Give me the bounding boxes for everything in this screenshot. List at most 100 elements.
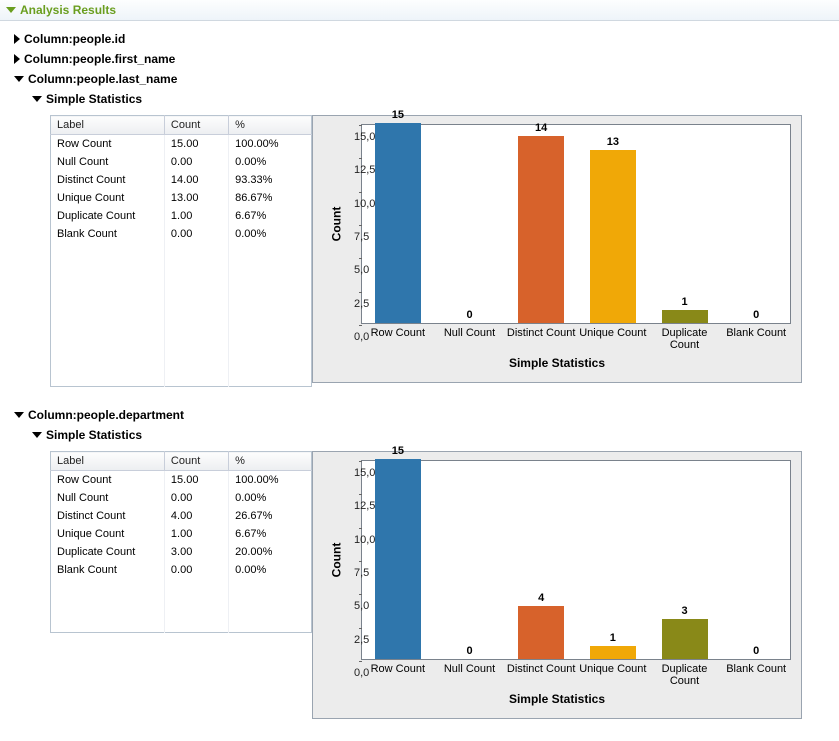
table-cell: 1.00: [164, 207, 228, 225]
table-header[interactable]: %: [229, 116, 312, 135]
stats-node[interactable]: Simple Statistics: [32, 89, 835, 109]
x-tick-label: Distinct Count: [502, 663, 580, 675]
stats-title: Simple Statistics: [46, 428, 142, 442]
table-cell: 15.00: [164, 471, 228, 489]
table-row: [51, 279, 312, 297]
table-row[interactable]: Unique Count1.006.67%: [51, 525, 312, 543]
chart-bar: [662, 310, 708, 323]
bar-value-label: 0: [753, 309, 759, 321]
table-cell: Unique Count: [51, 525, 165, 543]
y-tick-label: 15,0: [354, 131, 356, 143]
y-tick-label: 7,5: [354, 567, 356, 579]
table-cell: 86.67%: [229, 189, 312, 207]
bar-value-label: 15: [392, 445, 404, 457]
x-tick-label: Row Count: [359, 663, 437, 675]
table-row[interactable]: Row Count15.00100.00%: [51, 471, 312, 489]
stats-section: LabelCount%Row Count15.00100.00%Null Cou…: [50, 451, 835, 719]
table-cell: 0.00%: [229, 225, 312, 243]
table-cell: 0.00: [164, 489, 228, 507]
table-header[interactable]: %: [229, 452, 312, 471]
table-header[interactable]: Count: [164, 452, 228, 471]
stats-chart: 0,02,55,07,510,012,515,015Row Count0Null…: [312, 115, 802, 383]
chart-bar: [518, 606, 564, 659]
stats-table: LabelCount%Row Count15.00100.00%Null Cou…: [50, 451, 312, 633]
column-node[interactable]: Column:people.id: [14, 29, 835, 49]
y-axis-label: Count: [329, 543, 343, 578]
table-row[interactable]: Unique Count13.0086.67%: [51, 189, 312, 207]
table-row[interactable]: Duplicate Count3.0020.00%: [51, 543, 312, 561]
table-cell: 26.67%: [229, 507, 312, 525]
table-cell: 4.00: [164, 507, 228, 525]
table-row: [51, 615, 312, 633]
table-cell: 6.67%: [229, 207, 312, 225]
results-tree: Column:people.id Column:people.first_name…: [0, 21, 839, 741]
table-row[interactable]: Duplicate Count1.006.67%: [51, 207, 312, 225]
y-tick-label: 12,5: [354, 500, 356, 512]
table-header[interactable]: Label: [51, 116, 165, 135]
table-cell: 0.00: [164, 561, 228, 579]
analysis-results-header[interactable]: Analysis Results: [0, 0, 839, 21]
x-tick-label: Null Count: [431, 663, 509, 675]
table-row[interactable]: Row Count15.00100.00%: [51, 135, 312, 153]
column-label: Column:people.first_name: [24, 52, 175, 66]
table-row[interactable]: Distinct Count4.0026.67%: [51, 507, 312, 525]
table-header[interactable]: Count: [164, 116, 228, 135]
column-label: Column:people.department: [28, 408, 184, 422]
column-node[interactable]: Column:people.department: [14, 405, 835, 425]
table-cell: 0.00: [164, 153, 228, 171]
bar-value-label: 14: [535, 122, 547, 134]
x-axis-label: Simple Statistics: [313, 692, 801, 706]
y-tick-label: 5,0: [354, 600, 356, 612]
table-row[interactable]: Null Count0.000.00%: [51, 489, 312, 507]
table-row: [51, 351, 312, 369]
table-cell: Null Count: [51, 153, 165, 171]
x-tick-label: DuplicateCount: [646, 663, 724, 687]
table-row: [51, 333, 312, 351]
table-row[interactable]: Null Count0.000.00%: [51, 153, 312, 171]
table-cell: Blank Count: [51, 561, 165, 579]
table-cell: 6.67%: [229, 525, 312, 543]
table-cell: Blank Count: [51, 225, 165, 243]
y-tick-label: 7,5: [354, 231, 356, 243]
table-cell: 20.00%: [229, 543, 312, 561]
table-cell: 1.00: [164, 525, 228, 543]
y-tick-label: 10,0: [354, 534, 356, 546]
chart-bar: [375, 123, 421, 323]
chart-bar: [375, 459, 421, 659]
stats-chart: 0,02,55,07,510,012,515,015Row Count0Null…: [312, 451, 802, 719]
x-tick-label: Blank Count: [717, 327, 795, 339]
bar-value-label: 0: [753, 645, 759, 657]
chevron-right-icon: [14, 34, 20, 44]
y-tick-label: 5,0: [354, 264, 356, 276]
table-header[interactable]: Label: [51, 452, 165, 471]
table-cell: 15.00: [164, 135, 228, 153]
bar-value-label: 1: [681, 296, 687, 308]
bar-value-label: 0: [466, 309, 472, 321]
x-axis-label: Simple Statistics: [313, 356, 801, 370]
table-cell: 100.00%: [229, 471, 312, 489]
table-cell: 3.00: [164, 543, 228, 561]
bar-value-label: 1: [610, 632, 616, 644]
table-row: [51, 579, 312, 597]
table-row[interactable]: Blank Count0.000.00%: [51, 561, 312, 579]
y-tick-label: 0,0: [354, 667, 356, 679]
table-cell: 0.00%: [229, 153, 312, 171]
table-cell: 0.00: [164, 225, 228, 243]
column-node[interactable]: Column:people.first_name: [14, 49, 835, 69]
stats-node[interactable]: Simple Statistics: [32, 425, 835, 445]
table-row[interactable]: Distinct Count14.0093.33%: [51, 171, 312, 189]
y-tick-label: 2,5: [354, 634, 356, 646]
table-row[interactable]: Blank Count0.000.00%: [51, 225, 312, 243]
y-tick-label: 12,5: [354, 164, 356, 176]
table-cell: 93.33%: [229, 171, 312, 189]
stats-section: LabelCount%Row Count15.00100.00%Null Cou…: [50, 115, 835, 387]
chart-bar: [590, 646, 636, 659]
column-node[interactable]: Column:people.last_name: [14, 69, 835, 89]
table-cell: Distinct Count: [51, 171, 165, 189]
bar-value-label: 15: [392, 109, 404, 121]
x-tick-label: Row Count: [359, 327, 437, 339]
chart-bar: [590, 150, 636, 323]
table-row: [51, 315, 312, 333]
chevron-right-icon: [14, 54, 20, 64]
stats-title: Simple Statistics: [46, 92, 142, 106]
